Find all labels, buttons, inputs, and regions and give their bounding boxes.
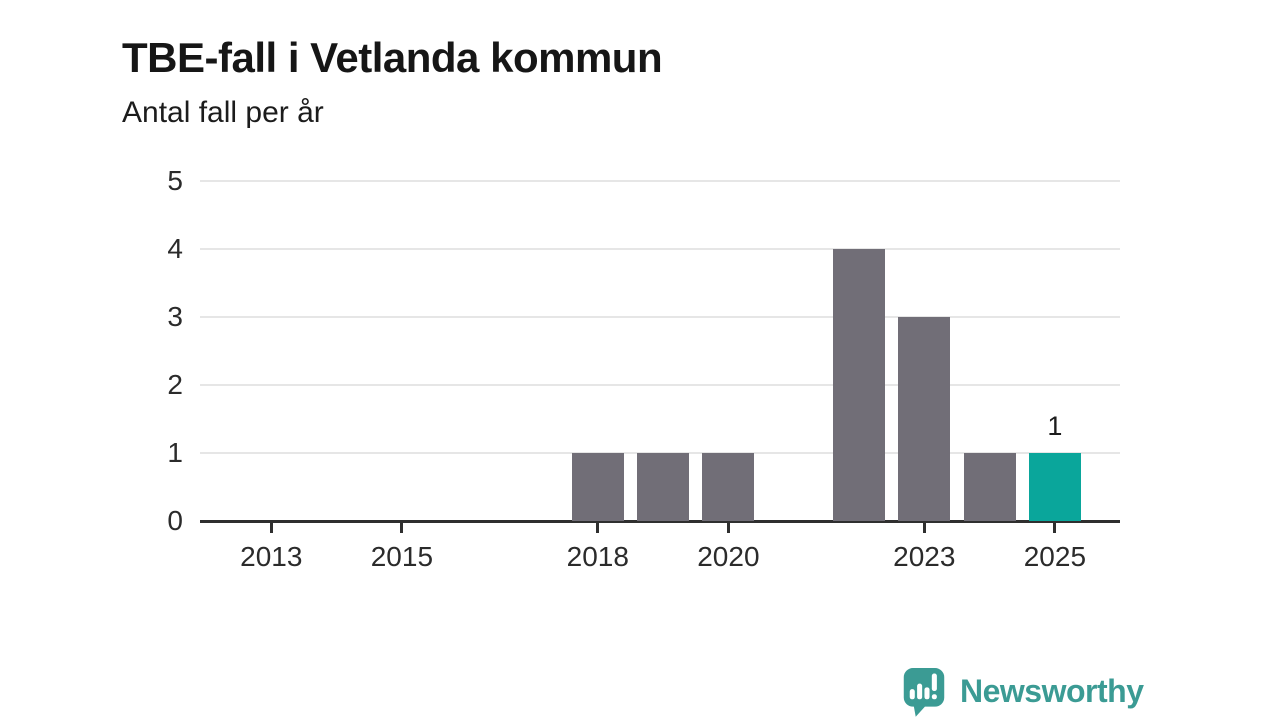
x-tick-2025 bbox=[1053, 523, 1057, 533]
bar-2019 bbox=[637, 453, 690, 521]
x-axis-line bbox=[200, 520, 1120, 523]
bar-2025 bbox=[1028, 453, 1081, 521]
x-tick-label-2023: 2023 bbox=[893, 541, 956, 572]
x-tick-label-2025: 2025 bbox=[1023, 541, 1087, 572]
y-tick-label-1: 1 bbox=[167, 437, 183, 468]
gridline-y2 bbox=[200, 384, 1120, 386]
x-tick-2013 bbox=[269, 523, 273, 533]
bar-2024 bbox=[963, 453, 1016, 521]
y-tick-label-5: 5 bbox=[167, 165, 183, 196]
x-tick-label-2013: 2013 bbox=[240, 541, 303, 572]
bar-2023 bbox=[898, 317, 951, 521]
x-tick-2015 bbox=[400, 523, 404, 533]
bar-2018 bbox=[571, 453, 624, 521]
y-tick-label-4: 4 bbox=[167, 233, 183, 264]
gridline-y5 bbox=[200, 180, 1120, 182]
x-tick-2018 bbox=[596, 523, 600, 533]
newsworthy-logo-text: Newsworthy bbox=[960, 672, 1144, 709]
bar-2020 bbox=[702, 453, 755, 521]
plot-area: 0 1 2 3 4 5 2013 2015 2018 2020 2023 2025 1 bbox=[167, 165, 1120, 572]
x-tick-label-2015: 2015 bbox=[370, 541, 434, 572]
value-label-2025: 1 bbox=[1047, 411, 1063, 441]
x-tick-2020 bbox=[726, 523, 730, 533]
y-tick-label-2: 2 bbox=[167, 369, 183, 400]
y-tick-label-3: 3 bbox=[167, 301, 183, 332]
x-tick-label-2018: 2018 bbox=[566, 541, 629, 572]
newsworthy-bar-chart-bubble-icon bbox=[901, 664, 947, 718]
bar-2022 bbox=[833, 249, 885, 521]
gridline-y3 bbox=[200, 316, 1120, 318]
chart-subtitle: Antal fall per år bbox=[122, 96, 324, 129]
x-tick-label-2020: 2020 bbox=[697, 541, 760, 572]
chart-title: TBE-fall i Vetlanda kommun bbox=[122, 34, 663, 82]
newsworthy-logo: Newsworthy bbox=[901, 663, 1144, 719]
x-tick-2023 bbox=[922, 523, 926, 533]
y-tick-label-0: 0 bbox=[167, 505, 183, 536]
gridline-y4 bbox=[200, 248, 1120, 250]
